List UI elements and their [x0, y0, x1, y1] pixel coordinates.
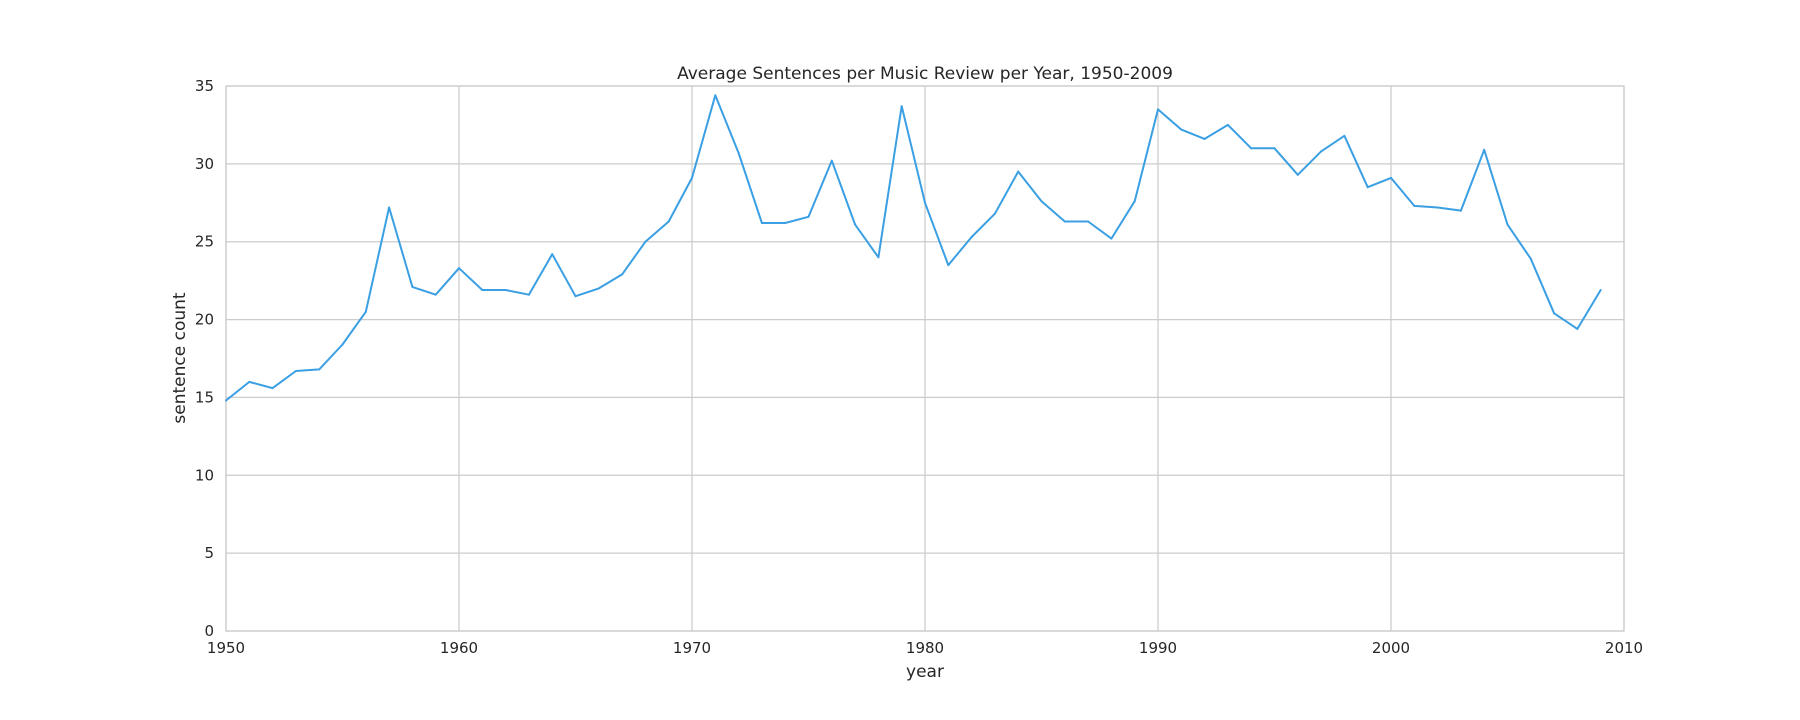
data-point — [1063, 220, 1066, 223]
data-point — [760, 222, 763, 225]
data-point — [1390, 176, 1392, 179]
data-point — [621, 273, 624, 276]
data-point — [1017, 170, 1020, 173]
x-tick-label: 2010 — [1605, 639, 1643, 657]
data-point — [1483, 148, 1486, 151]
data-point — [1133, 200, 1136, 203]
data-point — [1553, 312, 1556, 315]
data-point — [1250, 147, 1253, 150]
data-point — [271, 387, 274, 390]
data-point — [294, 369, 297, 372]
data-point — [318, 368, 321, 371]
data-point — [504, 288, 507, 291]
data-point — [458, 267, 460, 270]
data-point — [970, 236, 973, 239]
data-point — [1296, 173, 1299, 176]
data-point — [1226, 123, 1229, 126]
y-tick-label: 35 — [195, 77, 214, 95]
x-tick-label: 1980 — [906, 639, 944, 657]
data-point — [1413, 204, 1416, 207]
x-tick-label: 1970 — [673, 639, 711, 657]
data-point — [830, 159, 833, 162]
data-point — [434, 293, 437, 296]
y-tick-label: 25 — [195, 233, 214, 251]
data-point — [1366, 186, 1369, 189]
data-point — [993, 212, 996, 215]
plot-frame — [225, 85, 1625, 632]
data-point — [1203, 137, 1206, 140]
x-tick-label: 1990 — [1139, 639, 1177, 657]
data-point — [1529, 257, 1532, 260]
data-point — [411, 285, 414, 288]
x-tick-label: 1950 — [207, 639, 245, 657]
data-point — [1459, 209, 1462, 212]
y-tick-label: 5 — [204, 544, 214, 562]
data-point — [947, 264, 950, 267]
data-point — [737, 151, 740, 154]
y-tick-label: 10 — [195, 466, 214, 484]
data-point — [341, 343, 344, 346]
data-point — [574, 295, 577, 298]
data-point — [388, 206, 391, 209]
data-point — [1157, 108, 1159, 111]
data-point — [807, 215, 810, 218]
data-point — [667, 220, 670, 223]
x-tick-label: 2000 — [1372, 639, 1410, 657]
data-point — [225, 399, 227, 402]
x-tick-labels: 1950 1960 1970 1980 1990 2000 2010 — [207, 639, 1643, 657]
data-point — [714, 94, 717, 97]
data-point — [1273, 147, 1276, 150]
y-tick-label: 0 — [204, 622, 214, 640]
data-point — [877, 256, 880, 259]
series-line — [225, 94, 1602, 402]
data-point — [1343, 134, 1346, 137]
data-point — [527, 293, 530, 296]
data-point — [551, 253, 554, 256]
y-axis-label: sentence count — [170, 292, 190, 423]
y-tick-labels: 0 5 10 15 20 25 30 35 — [195, 77, 214, 640]
y-tick-label: 30 — [195, 155, 214, 173]
data-point — [1110, 237, 1113, 240]
data-point — [1040, 200, 1043, 203]
data-point — [854, 223, 857, 226]
data-point — [597, 287, 600, 290]
data-point — [1599, 288, 1602, 291]
data-point — [364, 310, 367, 313]
data-point — [481, 288, 484, 291]
data-point — [1087, 220, 1090, 223]
y-tick-label: 15 — [195, 388, 214, 406]
data-point — [1180, 128, 1183, 131]
series-layer — [225, 94, 1602, 402]
data-point — [784, 222, 787, 225]
data-point — [1576, 327, 1579, 330]
data-point — [691, 176, 693, 179]
data-point — [1436, 206, 1439, 209]
x-axis-label: year — [906, 662, 944, 682]
data-point — [1506, 223, 1509, 226]
y-tick-label: 20 — [195, 311, 214, 329]
chart-title: Average Sentences per Music Review per Y… — [677, 64, 1173, 84]
data-point — [644, 240, 647, 243]
data-point — [924, 201, 926, 204]
data-point — [900, 105, 903, 108]
x-tick-label: 1960 — [440, 639, 478, 657]
data-point — [1320, 150, 1323, 153]
data-point — [248, 380, 251, 383]
